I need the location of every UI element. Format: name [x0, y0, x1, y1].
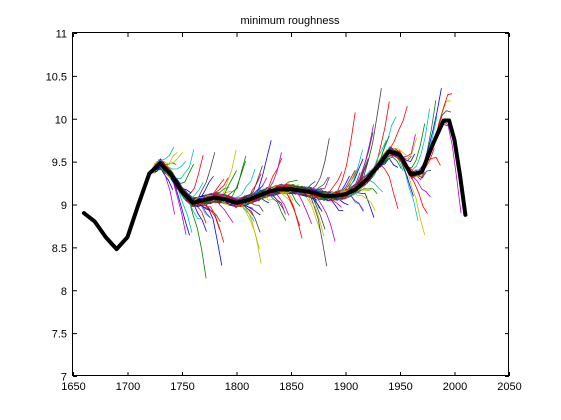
y-tick-label: 9 — [61, 200, 67, 212]
mean-series-line — [81, 118, 468, 252]
y-tick-label: 9.5 — [52, 157, 67, 169]
y-tick-label: 8 — [61, 286, 67, 298]
x-tick-label: 2000 — [443, 381, 467, 393]
y-tick-label: 7.5 — [52, 329, 67, 341]
y-tick-label: 8.5 — [52, 243, 67, 255]
x-tick-label: 1850 — [279, 381, 303, 393]
x-tick-label: 1800 — [225, 381, 249, 393]
x-tick-label: 1900 — [334, 381, 358, 393]
y-tick-label: 10.5 — [46, 71, 67, 83]
y-tick-label: 11 — [56, 29, 67, 41]
x-tick-label: 1950 — [388, 381, 412, 393]
chart-title: minimum roughness — [240, 15, 340, 27]
x-tick-label: 2050 — [497, 381, 521, 393]
x-tick-label: 1750 — [170, 381, 194, 393]
x-axis-ticks: 1650 1700 1750 1800 1850 1900 1950 2000 2050 — [61, 33, 522, 393]
x-tick-label: 1650 — [61, 381, 85, 393]
axes-frame — [72, 32, 509, 376]
y-tick-label: 10 — [55, 114, 67, 126]
mean-series-layer — [81, 118, 468, 252]
y-axis-ticks: 7 7.5 8 8.5 9 9.5 10 10.5 11 — [46, 29, 509, 384]
x-tick-label: 1700 — [116, 381, 140, 393]
y-tick-label: 7 — [61, 372, 67, 384]
